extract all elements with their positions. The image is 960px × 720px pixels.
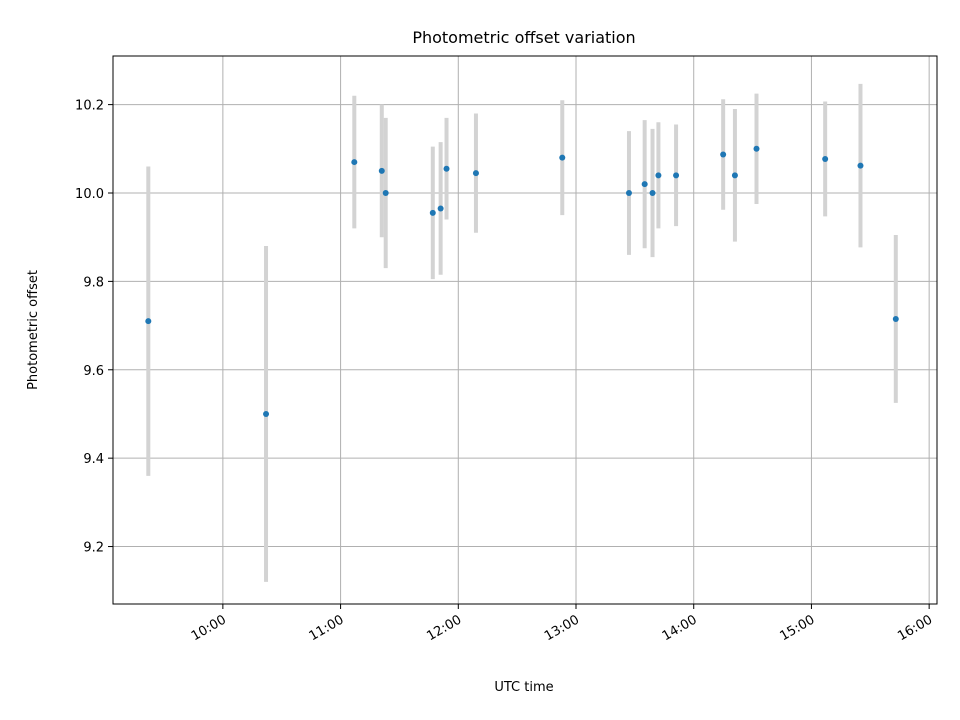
data-point xyxy=(429,209,436,216)
x-tick-label: 14:00 xyxy=(660,612,700,644)
grid xyxy=(113,56,937,604)
x-tick-label: 12:00 xyxy=(424,612,464,644)
data-point xyxy=(655,172,662,179)
data-point xyxy=(443,165,450,172)
data-point xyxy=(731,172,738,179)
y-tick-label: 9.6 xyxy=(83,364,104,379)
data-point xyxy=(641,181,648,188)
x-tick-label: 11:00 xyxy=(307,612,347,644)
x-tick-label: 16:00 xyxy=(895,612,935,644)
data-point xyxy=(857,162,864,169)
y-tick-label: 9.8 xyxy=(83,275,104,290)
data-point xyxy=(472,170,479,177)
data-point xyxy=(822,155,829,162)
plot-frame xyxy=(112,55,938,605)
x-axis-label: UTC time xyxy=(494,680,553,695)
data-points xyxy=(145,145,899,417)
y-tick-label: 10.0 xyxy=(75,187,104,202)
x-tick-label: 13:00 xyxy=(542,612,582,644)
y-tick-label: 10.2 xyxy=(75,99,104,114)
data-point xyxy=(673,172,680,179)
y-tick-label: 9.2 xyxy=(83,541,104,556)
data-point xyxy=(437,205,444,212)
data-point xyxy=(625,190,632,196)
chart-title: Photometric offset variation xyxy=(412,28,635,47)
data-point xyxy=(263,410,270,417)
data-point xyxy=(753,145,760,152)
data-point xyxy=(382,190,389,196)
data-point xyxy=(559,154,566,161)
data-point xyxy=(378,167,385,174)
y-axis-ticks: 9.2 9.4 9.6 9.8 10.0 10.2 xyxy=(75,99,113,556)
data-point xyxy=(720,151,727,158)
error-bars xyxy=(146,83,898,582)
data-point xyxy=(649,190,656,196)
x-axis-ticks: 10:00 11:00 12:00 13:00 14:00 15:00 16:00 xyxy=(189,604,935,644)
y-axis-label: Photometric offset xyxy=(26,270,41,390)
x-tick-label: 10:00 xyxy=(189,612,229,644)
data-point xyxy=(145,318,152,325)
data-point xyxy=(351,159,358,166)
data-point xyxy=(892,315,899,322)
x-tick-label: 15:00 xyxy=(777,612,817,644)
y-tick-label: 9.4 xyxy=(83,452,104,467)
